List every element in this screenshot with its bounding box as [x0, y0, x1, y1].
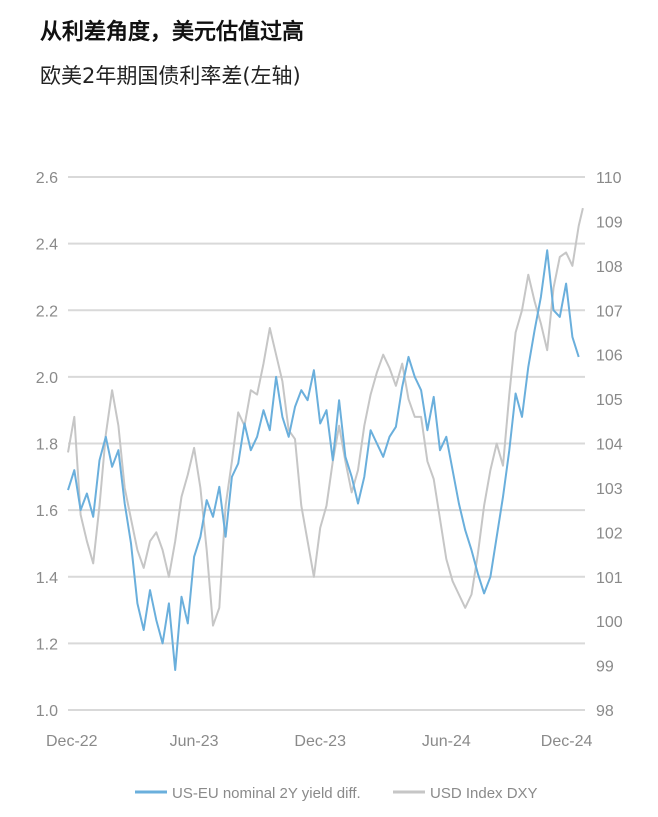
left-axis-ticks: 1.0 1.2 1.4 1.6 1.8 2.0 2.2 2.4 2.6 — [36, 170, 58, 720]
left-axis-tick-label: 2.2 — [36, 303, 58, 320]
right-axis-tick-label: 107 — [596, 303, 623, 320]
left-axis-tick-label: 1.0 — [36, 703, 58, 720]
series-line-us-eu-yield-diff — [67, 249, 580, 671]
right-axis-tick-label: 108 — [596, 259, 623, 276]
left-axis-tick-label: 2.6 — [36, 170, 58, 187]
right-axis-tick-label: 105 — [596, 392, 623, 409]
right-axis-tick-label: 109 — [596, 214, 623, 231]
x-axis-ticks: Dec-22 Jun-23 Dec-23 Jun-24 Dec-24 — [46, 733, 592, 750]
x-axis-tick-label: Dec-23 — [294, 733, 346, 750]
x-axis-tick-label: Dec-24 — [541, 733, 593, 750]
legend: US-EU nominal 2Y yield diff. USD Index D… — [135, 785, 538, 802]
left-axis-tick-label: 1.8 — [36, 437, 58, 454]
legend-label-spread: US-EU nominal 2Y yield diff. — [172, 785, 361, 802]
x-axis-tick-label: Jun-24 — [422, 733, 471, 750]
chart-title: 从利差角度，美元估值过高 — [40, 20, 305, 45]
right-axis-tick-label: 110 — [596, 170, 622, 187]
right-axis-tick-label: 106 — [596, 348, 623, 365]
gridlines — [68, 176, 585, 711]
left-axis-tick-label: 1.4 — [36, 570, 58, 587]
right-axis-tick-label: 99 — [596, 659, 614, 676]
left-axis-tick-label: 1.6 — [36, 503, 58, 520]
x-axis-tick-label: Dec-22 — [46, 733, 98, 750]
series-line-usd-index-dxy — [67, 207, 584, 627]
x-axis-tick-label: Jun-23 — [170, 733, 219, 750]
left-axis-tick-label: 2.4 — [36, 237, 58, 254]
right-axis-tick-label: 103 — [596, 481, 623, 498]
right-axis-tick-label: 101 — [596, 570, 623, 587]
right-axis-ticks: 98 99 100 101 102 103 104 105 106 107 108 109 110 — [596, 170, 623, 720]
left-axis-tick-label: 1.2 — [36, 636, 58, 653]
legend-label-dxy: USD Index DXY — [430, 785, 538, 802]
left-axis-tick-label: 2.0 — [36, 370, 58, 387]
right-axis-tick-label: 100 — [596, 614, 623, 631]
right-axis-tick-label: 102 — [596, 525, 623, 542]
right-axis-tick-label: 98 — [596, 703, 614, 720]
chart-subtitle: 欧美2年期国债利率差(左轴) — [40, 64, 301, 88]
right-axis-tick-label: 104 — [596, 437, 623, 454]
